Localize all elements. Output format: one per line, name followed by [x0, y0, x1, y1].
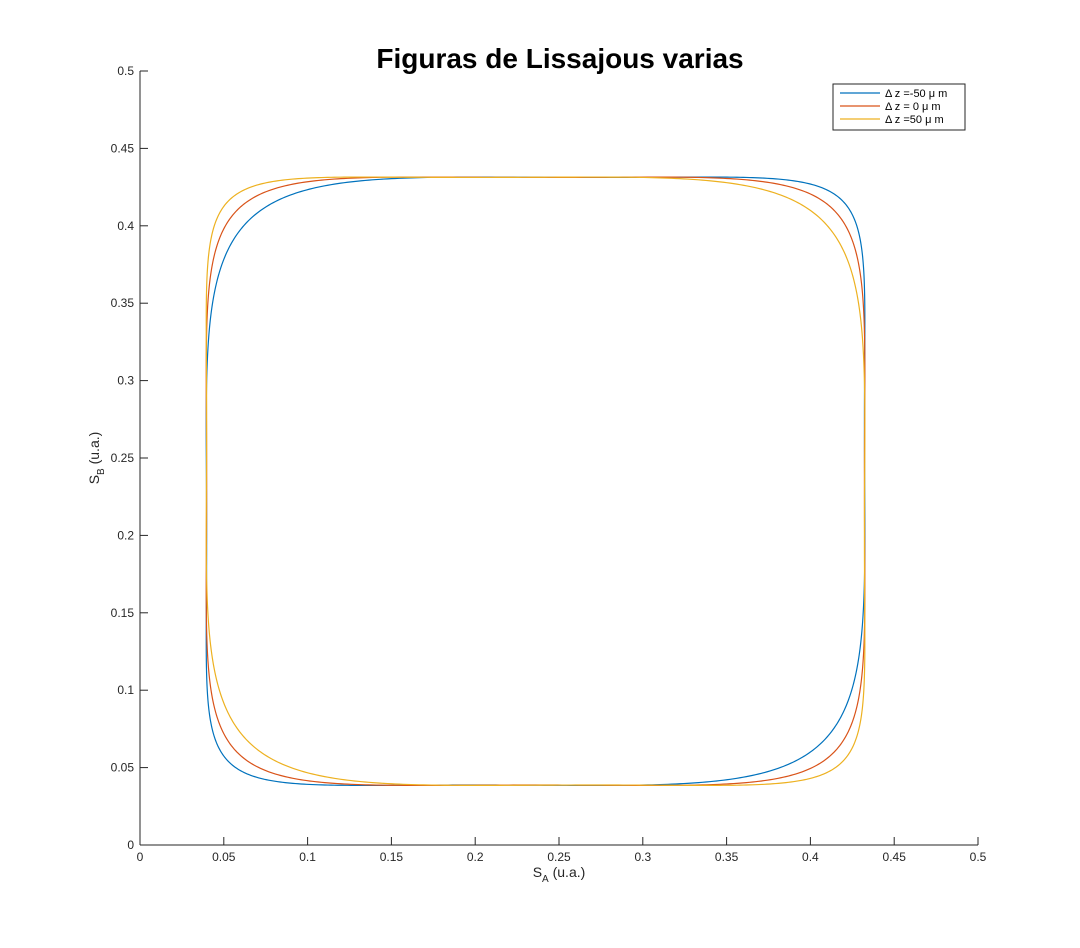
- x-tick-label: 0.4: [802, 850, 819, 864]
- x-tick-label: 0.2: [467, 850, 484, 864]
- x-tick-label: 0.1: [299, 850, 316, 864]
- y-tick-label: 0.15: [111, 606, 135, 620]
- y-tick-label: 0.5: [117, 64, 134, 78]
- legend-box: [832, 83, 966, 131]
- legend: Δ z =-50 μ mΔ z = 0 μ mΔ z =50 μ m: [832, 83, 966, 131]
- x-tick-label: 0.3: [634, 850, 651, 864]
- series-line-1: [205, 176, 866, 786]
- x-ticks: 0 0.05 0.1 0.15 0.2 0.25 0.3 0.35 0.4 0.45 0.5: [137, 837, 987, 864]
- y-tick-label: 0.25: [111, 451, 135, 465]
- legend-entry-2: Δ z =50 μ m: [885, 114, 944, 126]
- axes: [139, 71, 978, 846]
- y-tick-label: 0.45: [111, 141, 135, 155]
- series-line-0: [205, 176, 866, 786]
- y-tick-label: 0: [127, 838, 134, 852]
- x-tick-label: 0.45: [883, 850, 907, 864]
- series-line-2: [205, 176, 866, 786]
- y-tick-label: 0.4: [117, 219, 134, 233]
- curves: [205, 176, 866, 786]
- x-axis-label: SA (u.a.): [533, 864, 586, 885]
- x-tick-label: 0.05: [212, 850, 236, 864]
- x-tick-label: 0.5: [970, 850, 987, 864]
- y-tick-label: 0.05: [111, 761, 135, 775]
- x-tick-label: 0.25: [547, 850, 571, 864]
- chart-title: Figuras de Lissajous varias: [376, 43, 743, 74]
- legend-entry-1: Δ z = 0 μ m: [885, 101, 941, 113]
- y-tick-label: 0.2: [117, 528, 134, 542]
- legend-entry-0: Δ z =-50 μ m: [885, 88, 947, 100]
- x-tick-label: 0.35: [715, 850, 739, 864]
- y-ticks: 0 0.05 0.1 0.15 0.2 0.25 0.3 0.35 0.4 0.45 0.5: [111, 64, 148, 852]
- x-tick-label: 0: [137, 850, 144, 864]
- y-tick-label: 0.3: [117, 374, 134, 388]
- y-tick-label: 0.35: [111, 296, 135, 310]
- y-tick-label: 0.1: [117, 683, 134, 697]
- x-tick-label: 0.15: [380, 850, 404, 864]
- y-axis-label: SB (u.a.): [86, 432, 107, 485]
